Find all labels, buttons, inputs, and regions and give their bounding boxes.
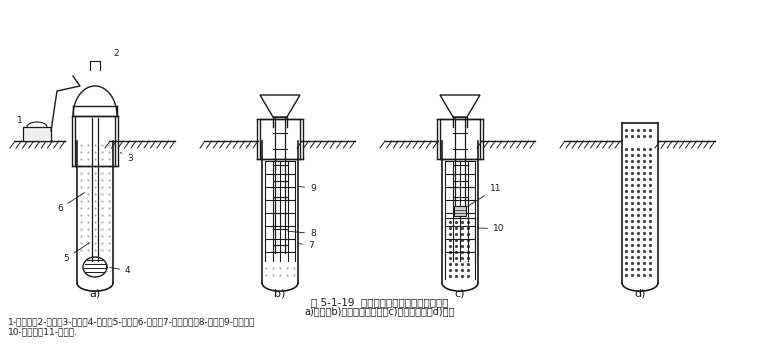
Text: 11: 11: [467, 184, 502, 206]
Text: 10: 10: [478, 224, 505, 233]
Text: 7: 7: [298, 241, 314, 250]
FancyBboxPatch shape: [454, 206, 466, 216]
Text: 2: 2: [113, 49, 119, 58]
Text: c): c): [454, 288, 465, 298]
Text: 1-泥浆泵；2-钻机；3-护筒；4-钻头；5-钻杆；6-泥浆；7-沉淀泥浆；8-导管；9-钢筋笼；: 1-泥浆泵；2-钻机；3-护筒；4-钻头；5-钻杆；6-泥浆；7-沉淀泥浆；8-…: [8, 317, 255, 326]
Text: 4: 4: [109, 266, 131, 275]
Text: a): a): [90, 288, 100, 298]
Text: a)钻孔；b)下钢筋笼及导管；c)灌注混凝土；d)成桩: a)钻孔；b)下钢筋笼及导管；c)灌注混凝土；d)成桩: [305, 306, 455, 316]
Text: d): d): [635, 288, 646, 298]
Text: 1: 1: [17, 116, 23, 125]
Text: 图 5-1-19  泥浆护壁钻孔灌注桩施工顺序图: 图 5-1-19 泥浆护壁钻孔灌注桩施工顺序图: [312, 297, 448, 307]
Text: 5: 5: [63, 243, 90, 263]
Text: 3: 3: [120, 152, 133, 163]
FancyBboxPatch shape: [23, 127, 51, 141]
Text: 10-隔水塞；11-混凝土.: 10-隔水塞；11-混凝土.: [8, 327, 78, 336]
Text: 6: 6: [57, 192, 84, 213]
Text: 8: 8: [288, 229, 315, 238]
Text: b): b): [274, 288, 286, 298]
Text: 9: 9: [299, 184, 315, 193]
